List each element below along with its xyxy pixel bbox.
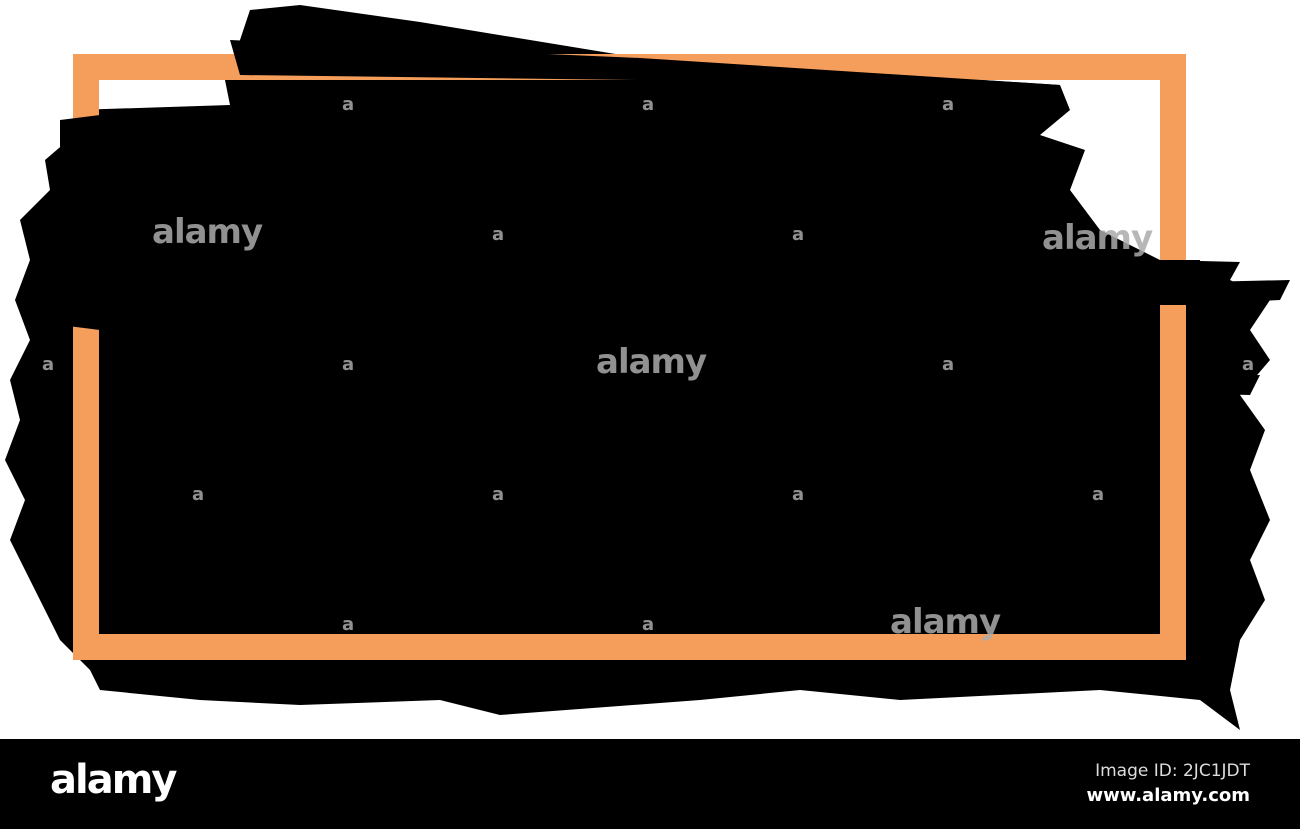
brush-overlap (230, 40, 1060, 95)
watermark: a (792, 484, 804, 505)
alamy-logo: alamy (50, 757, 177, 803)
watermark: a (642, 94, 654, 115)
watermark: a (1242, 354, 1254, 375)
watermark: a (942, 354, 954, 375)
watermark: alamy (596, 342, 707, 382)
image-id: Image ID: 2JC1JDT (1095, 761, 1250, 781)
watermark: a (42, 354, 54, 375)
watermark: a (492, 224, 504, 245)
watermark: a (342, 354, 354, 375)
watermark: a (192, 484, 204, 505)
watermark: a (1092, 484, 1104, 505)
watermark: alamy (890, 602, 1001, 642)
brush-overlap (1150, 260, 1200, 305)
watermark: a (792, 224, 804, 245)
watermark: a (492, 484, 504, 505)
watermark: a (642, 614, 654, 635)
site-url: www.alamy.com (1086, 785, 1250, 806)
black-brush-stroke (5, 5, 1270, 730)
brush-stroke-artwork (5, 5, 1290, 730)
brush-overlap (60, 115, 100, 330)
watermark: a (342, 614, 354, 635)
watermark: a (942, 94, 954, 115)
footer-bar: alamy Image ID: 2JC1JDT www.alamy.com (0, 739, 1300, 829)
watermark: a (342, 94, 354, 115)
watermark: alamy (152, 212, 263, 252)
watermark: alamy (1042, 218, 1153, 258)
